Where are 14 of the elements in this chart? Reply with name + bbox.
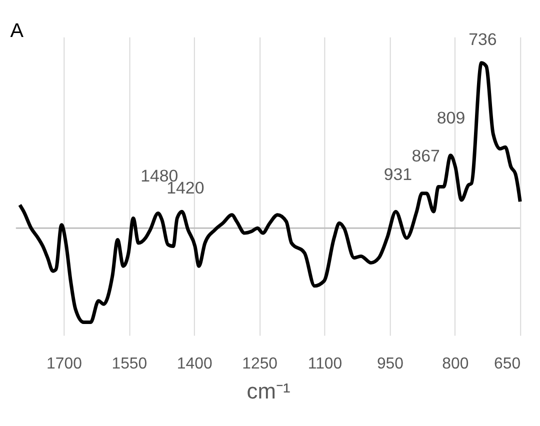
x-axis-title: cm⁻¹ [246,378,290,404]
x-tick-label: 1550 [112,356,148,373]
annotation: 809 [436,108,466,128]
x-tick-label: 650 [494,356,521,373]
x-tick-label: 1700 [46,356,82,373]
annotation: 931 [384,164,412,184]
x-tick-label: 1400 [176,356,212,373]
annotation: 736 [468,30,497,49]
x-tick-label: 800 [442,356,469,373]
x-tick-label: 1250 [242,356,278,373]
x-tick-label: 1100 [308,356,342,373]
x-tick-label: 950 [376,356,404,373]
chart-title: A [10,20,24,42]
annotation: 867 [412,146,440,166]
